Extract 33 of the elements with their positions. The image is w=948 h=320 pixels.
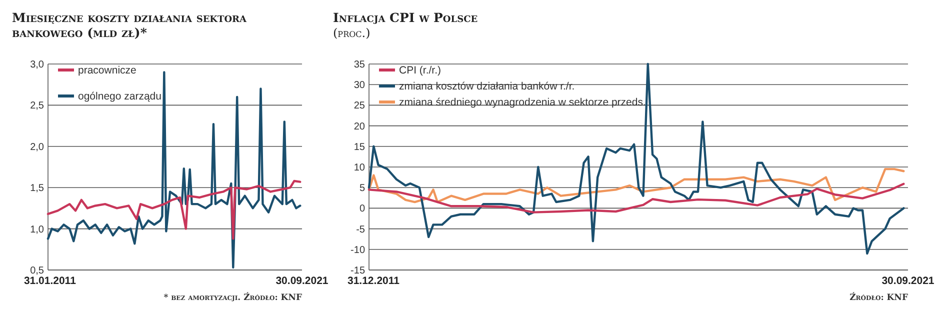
y-tick-label: 3,0	[30, 60, 44, 70]
line-series	[46, 180, 302, 240]
text: * bez amortyzacji. Źródło: KNF	[164, 292, 302, 303]
y-tick-label: 2,0	[30, 142, 44, 153]
chart-title: Inflacja CPI w Polsce	[333, 10, 478, 25]
x-tick-label: 31.01.2011	[24, 275, 76, 287]
y-tick-label: -5	[356, 224, 366, 236]
x-tick-label: 30.09.2021	[276, 275, 328, 287]
y-tick-label: -15	[350, 266, 366, 276]
y-tick-label: 35	[354, 60, 366, 70]
line-series	[368, 168, 905, 204]
y-tick-label: 30	[354, 80, 366, 92]
y-tick-label: 0,5	[30, 266, 44, 276]
y-tick-label: 0	[359, 204, 366, 215]
y-tick-label: 2,5	[30, 100, 44, 112]
y-tick-label: 10	[354, 162, 366, 174]
chart-title: Miesięczne koszty działania sektora bankowego (mld zł)*	[12, 10, 248, 40]
line-series	[368, 62, 905, 255]
y-tick-label: 1,0	[30, 224, 44, 236]
text: Źródło: KNF	[850, 292, 908, 303]
y-tick-label: 1,5	[30, 183, 44, 194]
y-tick-label: 15	[354, 142, 366, 153]
y-tick-label: 25	[354, 100, 366, 112]
x-tick-label: 30.09.2021	[882, 275, 934, 287]
legend-label: ogólnego zarządu	[78, 90, 162, 103]
chart-subtitle: (proc.)	[333, 26, 370, 40]
y-tick-label: 5	[359, 183, 366, 194]
legend-label: pracownicze	[78, 64, 137, 77]
y-tick-label: 20	[354, 121, 366, 132]
legend-label: CPI (r./r.)	[399, 64, 441, 77]
line-series	[368, 182, 905, 214]
y-tick-label: -10	[350, 244, 366, 256]
x-tick-label: 31.12.2011	[348, 275, 400, 287]
